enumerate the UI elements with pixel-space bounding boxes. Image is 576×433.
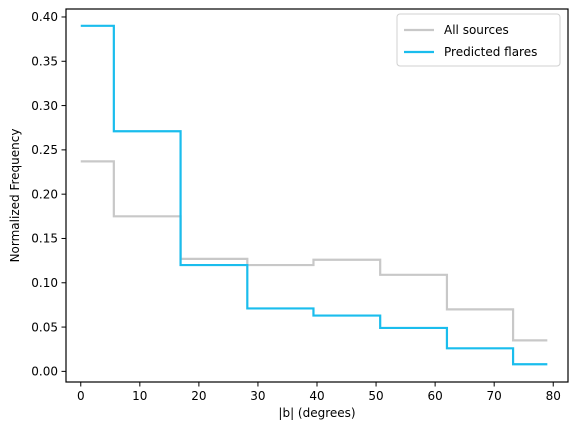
y-tick-label: 0.10 <box>31 276 58 290</box>
x-tick-label: 10 <box>132 389 147 403</box>
y-tick-label: 0.00 <box>31 365 58 379</box>
y-axis-label: Normalized Frequency <box>8 129 22 263</box>
x-tick-label: 0 <box>77 389 85 403</box>
y-tick-label: 0.15 <box>31 232 58 246</box>
legend-label-predicted-flares: Predicted flares <box>444 45 537 59</box>
x-tick-label: 50 <box>368 389 383 403</box>
x-axis-label: |b| (degrees) <box>278 406 355 420</box>
y-tick-label: 0.35 <box>31 54 58 68</box>
series-layer <box>80 24 548 366</box>
y-tick-label: 0.25 <box>31 143 58 157</box>
legend: All sources Predicted flares <box>396 13 561 67</box>
y-tick-label: 0.05 <box>31 320 58 334</box>
y-tick-label: 0.20 <box>31 187 58 201</box>
y-tick-label: 0.40 <box>31 10 58 24</box>
y-axis-ticks: 0.00 0.05 0.10 0.15 0.20 0.25 0.30 0.35 0.40 <box>31 10 66 379</box>
x-tick-label: 20 <box>191 389 206 403</box>
x-tick-label: 40 <box>309 389 324 403</box>
x-tick-label: 30 <box>250 389 265 403</box>
series-line-predicted-flares <box>80 24 548 366</box>
x-tick-label: 70 <box>487 389 502 403</box>
x-tick-label: 80 <box>546 389 561 403</box>
x-axis-ticks: 0 10 20 30 40 50 60 70 80 <box>77 382 561 403</box>
y-tick-label: 0.30 <box>31 99 58 113</box>
legend-label-all-sources: All sources <box>444 23 509 37</box>
series-line-all-sources <box>80 160 548 342</box>
x-tick-label: 60 <box>427 389 442 403</box>
legend-frame <box>396 13 561 67</box>
